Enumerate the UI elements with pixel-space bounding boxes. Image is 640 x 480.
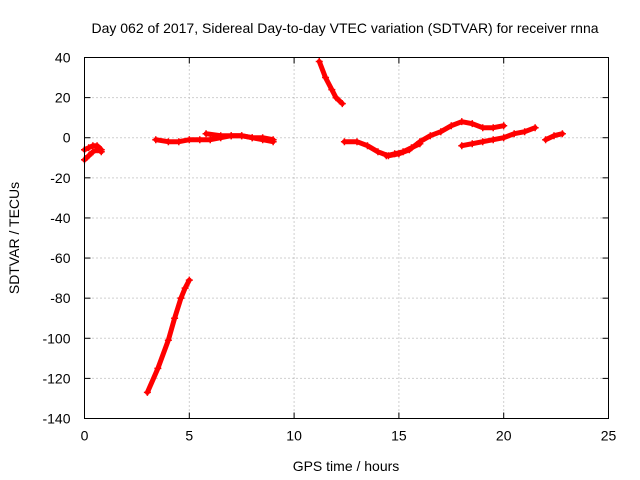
data-point (437, 128, 445, 136)
data-point (315, 58, 323, 66)
data-point (164, 138, 172, 146)
series-arc-9 (458, 124, 539, 150)
grid-layer (84, 57, 609, 419)
series-arc-3 (143, 276, 193, 396)
data-point (175, 138, 183, 146)
y-tick-label: -140 (42, 411, 70, 427)
data-point (217, 132, 225, 140)
x-tick-label: 0 (81, 428, 89, 444)
data-point (152, 136, 160, 144)
data-point (85, 152, 93, 160)
data-point (558, 130, 566, 138)
data-point (521, 128, 529, 136)
chart-title: Day 062 of 2017, Sidereal Day-to-day VTE… (91, 20, 598, 36)
data-point (382, 152, 390, 160)
data-point (391, 150, 399, 158)
series-arc-8 (382, 140, 424, 160)
data-point (164, 336, 172, 344)
data-point (479, 138, 487, 146)
x-tick-label: 25 (601, 428, 617, 444)
data-point (338, 100, 346, 108)
x-tick-label: 15 (391, 428, 407, 444)
data-point (202, 130, 210, 138)
data-point (238, 132, 246, 140)
plot-frame (84, 57, 609, 419)
y-tick-label: 40 (55, 50, 71, 66)
data-point (458, 118, 466, 126)
y-tick-label: -80 (50, 290, 70, 306)
data-point (181, 284, 189, 292)
series-arc-10 (542, 130, 566, 144)
y-axis-label: SDTVAR / TECUs (6, 182, 22, 294)
data-point (89, 148, 97, 156)
data-point (510, 130, 518, 138)
data-point (196, 136, 204, 144)
data-point (550, 132, 558, 140)
data-point (340, 138, 348, 146)
data-point (332, 94, 340, 102)
series-line (341, 119, 507, 159)
y-tick-label: -100 (42, 330, 70, 346)
data-point (177, 294, 185, 302)
data-point (171, 314, 179, 322)
data-point (248, 134, 256, 142)
data-point (322, 74, 330, 82)
data-point (500, 122, 508, 130)
x-tick-label: 5 (185, 428, 193, 444)
data-point (328, 86, 336, 94)
series-arc-6 (315, 58, 346, 108)
x-axis-label: GPS time / hours (293, 458, 400, 474)
data-point (468, 120, 476, 128)
data-point (399, 148, 407, 156)
data-point (468, 140, 476, 148)
tick-layer (84, 57, 609, 419)
data-point (185, 136, 193, 144)
data-point (93, 142, 101, 150)
data-point (489, 136, 497, 144)
x-tick-label: 10 (286, 428, 302, 444)
y-tick-label: -40 (50, 210, 70, 226)
data-point (363, 142, 371, 150)
x-tick-label: 20 (496, 428, 512, 444)
data-point (259, 134, 267, 142)
y-tick-label: -20 (50, 170, 70, 186)
y-tick-label: 20 (55, 90, 71, 106)
data-point (269, 136, 277, 144)
data-point (97, 146, 105, 154)
series-arc-5 (202, 130, 277, 144)
data-point (353, 138, 361, 146)
data-point (154, 364, 162, 372)
y-tick-label: -60 (50, 250, 70, 266)
data-point (542, 136, 550, 144)
series-line (144, 277, 192, 395)
data-point (185, 276, 193, 284)
data-point (85, 144, 93, 152)
series-layer (81, 58, 566, 396)
y-tick-label: -120 (42, 370, 70, 386)
data-point (500, 134, 508, 142)
y-tick-label: 0 (63, 130, 71, 146)
y-tick-labels: -140 -120 -100 -80 -60 -40 -20 0 20 40 (42, 50, 70, 427)
data-point (426, 132, 434, 140)
data-point (458, 142, 466, 150)
data-point (206, 136, 214, 144)
data-point (374, 148, 382, 156)
data-point (447, 122, 455, 130)
data-point (407, 144, 415, 152)
x-tick-labels: 0 5 10 15 20 25 (81, 428, 617, 444)
data-point (489, 124, 497, 132)
data-point (416, 140, 424, 148)
data-point (479, 124, 487, 132)
data-point (531, 124, 539, 132)
data-point (227, 132, 235, 140)
data-point (143, 388, 151, 396)
